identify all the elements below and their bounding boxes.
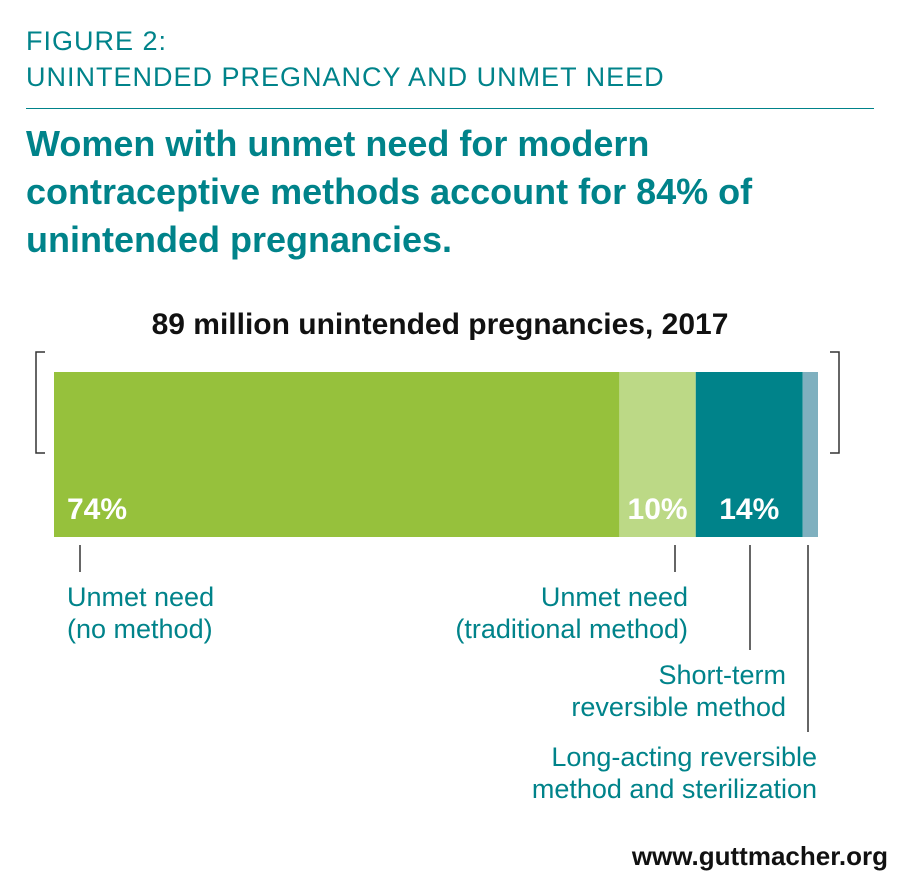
figure-number: FIGURE 2:: [26, 26, 168, 56]
label-group: Unmet need(no method)Unmet need(traditio…: [67, 545, 817, 804]
category-label-3-line-2: reversible method: [571, 692, 786, 722]
category-label-3-line-1: Short-term: [658, 660, 786, 690]
headline: Women with unmet need for modern contrac…: [26, 123, 753, 260]
category-label-2-line-1: Unmet need: [541, 582, 688, 612]
category-label-4-line-2: method and sterilization: [532, 774, 817, 804]
category-label-4-line-1: Long-acting reversible: [551, 742, 817, 772]
value-label-1: 74%: [67, 493, 127, 526]
bar-segment-4: [802, 372, 818, 537]
source-url[interactable]: www.guttmacher.org: [631, 841, 888, 871]
figure-subtitle: UNINTENDED PREGNANCY AND UNMET NEED: [26, 62, 665, 92]
bar-segment-1: [54, 372, 620, 537]
category-label-1-line-1: Unmet need: [67, 582, 214, 612]
bar-segment-2: [619, 372, 696, 537]
category-label-2-line-2: (traditional method): [455, 614, 688, 644]
bracket-left: [35, 351, 45, 454]
bar-group: 74% 10% 14%: [54, 372, 818, 537]
value-label-2: 10%: [628, 493, 688, 526]
bracket-right: [830, 351, 840, 454]
category-label-1-line-2: (no method): [67, 614, 213, 644]
bar-segment-3: [695, 372, 803, 537]
value-label-3: 14%: [719, 493, 779, 526]
title-rule: [26, 108, 874, 109]
chart-title: 89 million unintended pregnancies, 2017: [152, 308, 729, 341]
